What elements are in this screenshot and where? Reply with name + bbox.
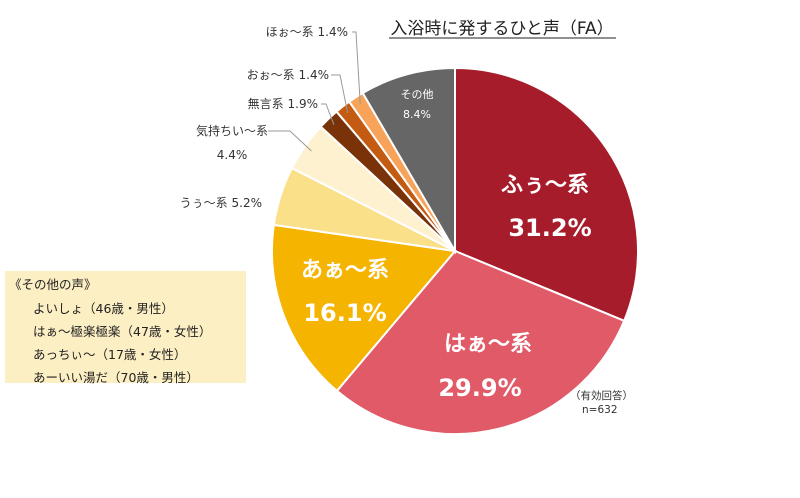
slice-value-kimochii: 4.4% [217,148,248,162]
slice-label-hoo-value: 1.4% [318,25,349,39]
response-count: n=632 [582,404,618,416]
slice-label-haa: はぁ〜系 [444,332,532,357]
leader-mugon [321,103,335,125]
pie-slice-fuu [454,66,639,323]
pie-slice-aa [271,223,457,393]
other-voice-item: あーいい湯だ（70歳・男性） [33,370,199,385]
slice-value-fuu: 31.2% [508,214,591,242]
slice-label-oo-value: 1.4% [299,68,330,82]
other-voices-box [5,271,246,383]
slice-label-uu-value: 5.2% [232,196,263,210]
leader-oo [331,74,349,113]
pie-slices [271,66,639,435]
slice-label-oo: おぉ〜系 1.4% [247,68,329,82]
other-voice-item: よいしょ（46歳・男性） [33,301,174,316]
slice-label-kimochii: 気持ちい〜系 [196,123,268,138]
slice-label-other: その他 [401,88,434,101]
slice-label-fuu: ふぅ〜系 [501,173,589,198]
slice-label-uu-name: うぅ〜系 [180,196,228,210]
slice-value-haa: 29.9% [438,374,521,402]
slice-value-other: 8.4% [403,108,431,121]
other-voices-title: 《その他の声》 [9,277,97,292]
leader-lines [268,31,361,152]
slice-label-hoo: ほぉ〜系 1.4% [266,25,348,39]
slice-label-mugon-name: 無言系 [248,96,284,111]
pie-slice-haa [335,249,626,435]
other-voice-item: あっちぃ〜（17歳・女性） [33,347,186,362]
other-voice-item: はぁ〜極楽極楽（47歳・女性） [33,324,211,339]
slice-label-hoo-name: ほぉ〜系 [266,25,314,39]
chart-title: 入浴時に発するひと声（FA） [390,19,613,39]
leader-kimochii [268,130,312,152]
slice-value-aa: 16.1% [303,299,386,327]
slice-label-mugon: 無言系 1.9% [248,96,318,111]
response-note-label: （有効回答） [570,389,633,402]
slice-label-uu: うぅ〜系 5.2% [180,196,262,210]
pie-slice-other [361,66,456,255]
slice-label-mugon-value: 1.9% [288,97,319,111]
slice-label-aa: あぁ〜系 [301,258,389,283]
leader-hoo [352,31,361,104]
slice-label-oo-name: おぉ〜系 [247,68,295,82]
